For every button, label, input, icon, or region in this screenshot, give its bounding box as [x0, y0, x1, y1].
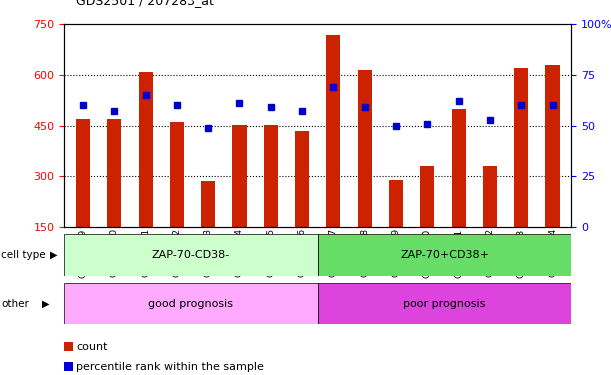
Bar — [546, 65, 560, 227]
Bar — [139, 72, 153, 227]
Bar — [514, 68, 529, 227]
Bar — [318, 234, 571, 276]
Text: ZAP-70+CD38+: ZAP-70+CD38+ — [400, 250, 489, 260]
Bar — [452, 109, 466, 227]
Bar — [483, 166, 497, 227]
Bar — [420, 166, 434, 227]
Bar — [264, 124, 278, 227]
Bar — [76, 119, 90, 227]
Bar — [170, 122, 184, 227]
Text: GDS2501 / 207283_at: GDS2501 / 207283_at — [76, 0, 214, 8]
Text: ZAP-70-CD38-: ZAP-70-CD38- — [152, 250, 230, 260]
Text: cell type: cell type — [1, 250, 46, 260]
Bar — [357, 70, 371, 227]
Text: other: other — [1, 299, 29, 309]
Bar — [318, 283, 571, 324]
Bar — [232, 124, 246, 227]
Text: count: count — [76, 342, 108, 352]
Bar — [107, 119, 122, 227]
Text: good prognosis: good prognosis — [148, 299, 233, 309]
Text: ▶: ▶ — [42, 299, 49, 309]
Bar — [64, 283, 318, 324]
Text: poor prognosis: poor prognosis — [403, 299, 486, 309]
Text: percentile rank within the sample: percentile rank within the sample — [76, 362, 264, 372]
Bar — [201, 182, 215, 227]
Text: ▶: ▶ — [50, 250, 57, 260]
Bar — [389, 180, 403, 227]
Bar — [326, 34, 340, 227]
Bar — [64, 234, 318, 276]
Bar — [295, 131, 309, 227]
